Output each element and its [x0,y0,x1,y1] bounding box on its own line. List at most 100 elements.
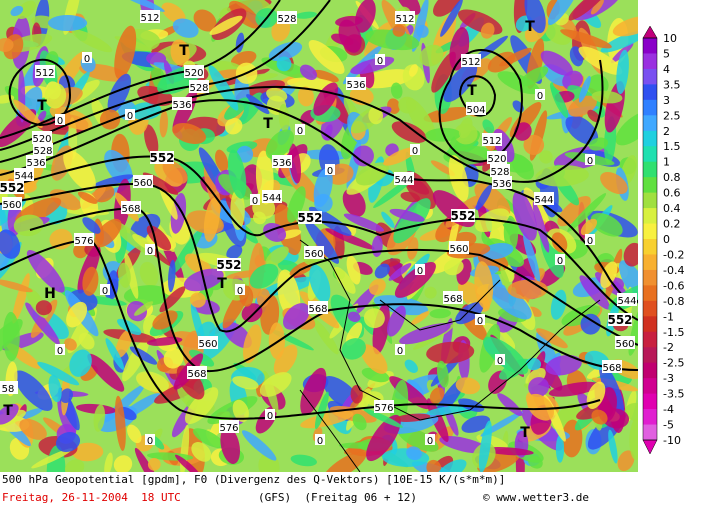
contour-label: 560 [198,339,217,350]
colorbar-label: -5 [663,419,674,432]
shade-cell [190,292,206,308]
shade-cell [308,40,345,74]
contour-label: 560 [2,200,21,211]
contour-label-box [26,155,46,168]
shade-cell [386,305,406,337]
contour-label: 58 [2,384,15,395]
contour-label-box [2,197,22,210]
shade-cell [0,229,21,259]
shade-cell [419,44,444,67]
pressure-center: H [44,286,56,302]
pressure-center: T [217,276,227,292]
colorbar-label: 0.2 [663,218,681,231]
shade-cell [227,149,247,199]
shade-cell [225,117,243,135]
zero-label-box [495,354,505,365]
shade-cell [343,213,384,232]
colorbar-segment [643,68,657,85]
shade-cell [300,410,354,429]
colorbar-segment [643,409,657,426]
colorbar-segment [643,99,657,116]
shade-cell [617,450,635,472]
contour-label: 520 [487,154,506,165]
contour-label-box [33,143,53,156]
zero-label-box [425,434,435,445]
contour-label: 528 [277,14,296,25]
colorbar-segment [643,84,657,101]
zero-label: 0 [57,346,63,357]
contour-label-box [219,420,239,433]
shade-cell [374,263,390,279]
shade-cell [618,260,638,304]
shade-cell [268,41,303,62]
contour-label: 552 [0,181,25,195]
shade-cell [114,25,137,80]
shade-cell [0,403,19,425]
contour-label-box [172,97,192,110]
shade-cell [410,311,430,326]
colorbar-label: -3.5 [663,388,684,401]
shade-cell [528,377,550,398]
shade-cell [290,454,317,467]
contour-label-box [443,291,463,304]
colorbar-label: -0.6 [663,279,684,292]
colorbar-segment [643,300,657,317]
zero-label: 0 [427,436,433,447]
contour-label: 536 [172,100,191,111]
shade-cell [557,195,591,227]
shade-cell [232,376,259,390]
shade-cell [215,149,229,172]
colorbar-segment [643,130,657,147]
shade-cell [144,124,159,156]
zero-label-box [395,344,405,355]
shade-cell [193,9,217,32]
footer-model: (GFS) (Freitag 06 + 12) [258,491,417,504]
contour-label-box [449,241,469,254]
contour-label-box [304,246,324,259]
shade-cell [366,414,401,462]
zero-label-box [145,434,155,445]
shade-cell [172,123,206,144]
contour-label-box [0,381,18,394]
shade-cell [555,434,565,463]
zero-label: 0 [557,256,563,267]
zero-label-box [55,114,65,125]
shade-cell [561,304,601,327]
shade-cell [532,201,550,253]
zero-label-box [325,164,335,175]
zero-label-box [410,144,420,155]
shade-cell [313,168,333,208]
zero-label-box [585,154,595,165]
colorbar-label: 3 [663,94,670,107]
contour-label: 552 [216,258,241,272]
shade-cell [536,360,563,391]
contour-label: 544 [617,296,636,307]
shade-cell [333,266,356,294]
shade-cell [578,75,591,103]
colorbar-label: 3.5 [663,78,681,91]
shade-cell [71,29,113,53]
pressure-center: T [525,19,535,35]
shade-cell [551,232,568,253]
shade-cell [313,82,339,116]
shade-cell [523,134,545,156]
zero-label: 0 [537,91,543,102]
contour-label: 528 [490,167,509,178]
shade-cell [346,255,361,285]
contour-label: 544 [262,193,281,204]
shade-cell [147,458,161,471]
zero-label: 0 [102,286,108,297]
shade-cell [474,261,494,309]
shade-cell [265,246,289,267]
shade-cell [478,420,492,472]
shade-cell [590,0,604,15]
colorbar: 10 5 4 3.5 3 2.5 2 1.5 1 0.8 0.6 0.4 0.2 0 -0.2 -0.4 -0.… [642,25,684,455]
zero-label: 0 [57,116,63,127]
shade-cell [565,115,599,145]
colorbar-segment [643,161,657,178]
shade-cell [548,381,600,397]
shade-cell [440,0,463,37]
colorbar-segment [643,347,657,364]
shade-cell [458,398,485,412]
